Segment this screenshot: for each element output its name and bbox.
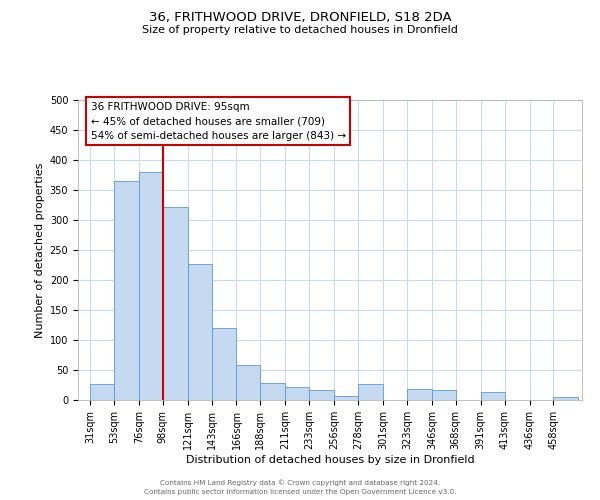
Bar <box>260 383 286 400</box>
Bar <box>358 384 383 400</box>
Bar <box>236 365 260 400</box>
Text: Contains public sector information licensed under the Open Government Licence v3: Contains public sector information licen… <box>144 489 456 495</box>
Bar <box>407 389 432 400</box>
Bar <box>139 172 163 400</box>
Bar <box>90 384 114 400</box>
Text: 36 FRITHWOOD DRIVE: 95sqm
← 45% of detached houses are smaller (709)
54% of semi: 36 FRITHWOOD DRIVE: 95sqm ← 45% of detac… <box>91 102 346 141</box>
Bar <box>212 328 236 400</box>
Text: Size of property relative to detached houses in Dronfield: Size of property relative to detached ho… <box>142 25 458 35</box>
Bar <box>432 390 456 400</box>
Text: Contains HM Land Registry data © Crown copyright and database right 2024.: Contains HM Land Registry data © Crown c… <box>160 480 440 486</box>
Bar <box>309 390 334 400</box>
Bar <box>188 264 212 400</box>
Bar <box>114 181 139 400</box>
Y-axis label: Number of detached properties: Number of detached properties <box>35 162 46 338</box>
Text: 36, FRITHWOOD DRIVE, DRONFIELD, S18 2DA: 36, FRITHWOOD DRIVE, DRONFIELD, S18 2DA <box>149 11 451 24</box>
Bar <box>481 392 505 400</box>
Bar <box>553 397 578 400</box>
Bar <box>334 396 358 400</box>
Bar <box>286 387 309 400</box>
X-axis label: Distribution of detached houses by size in Dronfield: Distribution of detached houses by size … <box>185 454 475 464</box>
Bar <box>163 207 188 400</box>
